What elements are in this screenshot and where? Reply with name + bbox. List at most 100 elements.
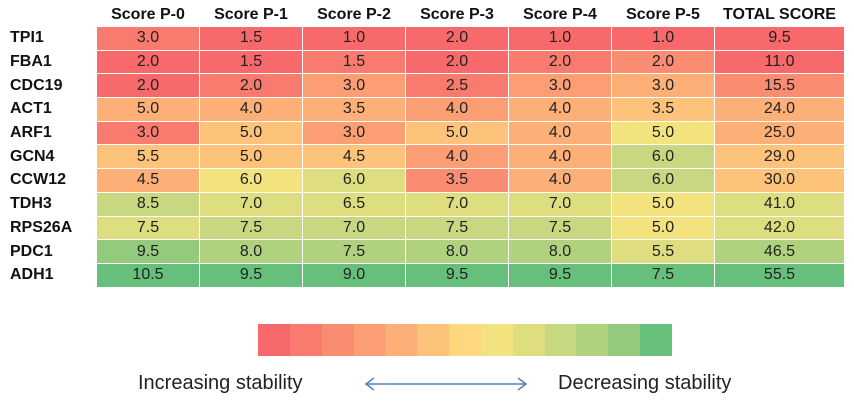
cell: 4.5	[302, 144, 406, 170]
cell: 3.0	[611, 73, 715, 99]
cell: 15.5	[714, 73, 845, 99]
cell: 1.0	[611, 26, 715, 51]
data-row: GCN4 5.5 5.0 4.5 4.0 4.0 6.0 29.0	[0, 144, 845, 170]
cell: 8.0	[508, 239, 612, 264]
cell: 9.5	[96, 239, 200, 264]
colorbar	[258, 324, 672, 356]
cell: 5.5	[96, 144, 200, 170]
cell: 7.0	[302, 215, 406, 241]
colorbar-swatch	[417, 324, 450, 356]
legend-right: Decreasing stability	[558, 372, 732, 394]
colorbar-swatch	[353, 324, 386, 356]
cell: 55.5	[714, 262, 845, 288]
column-header: Score P-2	[317, 6, 391, 23]
cell: 2.0	[508, 49, 612, 75]
cell: 1.0	[508, 26, 612, 51]
cell: 1.0	[302, 26, 406, 51]
data-row: TDH3 8.5 7.0 6.5 7.0 7.0 5.0 41.0	[0, 191, 845, 217]
column-header: Score P-4	[523, 6, 597, 23]
colorbar-swatch	[512, 324, 545, 356]
cell: 8.0	[405, 239, 509, 264]
row-label: CDC19	[10, 76, 63, 94]
cell: 3.0	[508, 73, 612, 99]
cell: 2.0	[611, 49, 715, 75]
colorbar-swatch	[449, 324, 481, 356]
cell: 4.0	[199, 97, 303, 122]
corner	[0, 4, 97, 27]
cell: 7.5	[405, 215, 509, 241]
cell: 4.5	[96, 168, 200, 193]
row-label: TDH3	[10, 195, 52, 213]
cell: 29.0	[714, 144, 845, 170]
colorbar-swatch	[480, 324, 513, 356]
row-label: ACT1	[10, 100, 52, 118]
cell: 7.0	[508, 191, 612, 217]
data-row: CCW12 4.5 6.0 6.0 3.5 4.0 6.0 30.0	[0, 168, 845, 193]
column-header: Score P-1	[214, 6, 288, 23]
cell: 5.0	[611, 215, 715, 241]
colorbar-swatch	[640, 324, 672, 356]
cell: 9.5	[199, 262, 303, 288]
colorbar-swatch	[576, 324, 609, 356]
cell: 9.5	[405, 262, 509, 288]
row-label: PDC1	[10, 242, 53, 260]
column-header: TOTAL SCORE	[723, 6, 836, 23]
data-row: CDC19 2.0 2.0 3.0 2.5 3.0 3.0 15.5	[0, 73, 845, 99]
cell: 2.0	[405, 49, 509, 75]
cell: 5.0	[199, 120, 303, 146]
cell: 7.5	[96, 215, 200, 241]
colorbar-swatch	[321, 324, 354, 356]
cell: 6.5	[302, 191, 406, 217]
cell: 1.5	[302, 49, 406, 75]
cell: 7.5	[302, 239, 406, 264]
cell: 9.0	[302, 262, 406, 288]
cell: 4.0	[405, 97, 509, 122]
colorbar-swatch	[544, 324, 577, 356]
data-row: FBA1 2.0 1.5 1.5 2.0 2.0 2.0 11.0	[0, 49, 845, 75]
cell: 10.5	[96, 262, 200, 288]
cell: 6.0	[302, 168, 406, 193]
row-label: RPS26A	[10, 218, 73, 236]
cell: 5.0	[611, 191, 715, 217]
cell: 41.0	[714, 191, 845, 217]
row-label: ADH1	[10, 266, 54, 284]
data-row: TPI1 3.0 1.5 1.0 2.0 1.0 1.0 9.5	[0, 26, 845, 51]
cell: 5.5	[611, 239, 715, 264]
cell: 8.0	[199, 239, 303, 264]
cell: 3.0	[96, 26, 200, 51]
colorbar-swatch	[608, 324, 641, 356]
data-row: ACT1 5.0 4.0 3.5 4.0 4.0 3.5 24.0	[0, 97, 845, 122]
legend-arrow	[364, 377, 528, 391]
cell: 4.0	[508, 97, 612, 122]
cell: 3.5	[302, 97, 406, 122]
cell: 7.5	[199, 215, 303, 241]
cell: 2.0	[96, 73, 200, 99]
cell: 5.0	[611, 120, 715, 146]
cell: 9.5	[714, 26, 845, 51]
data-row: RPS26A 7.5 7.5 7.0 7.5 7.5 5.0 42.0	[0, 215, 845, 241]
data-row: PDC1 9.5 8.0 7.5 8.0 8.0 5.5 46.5	[0, 239, 845, 264]
cell: 2.0	[405, 26, 509, 51]
cell: 3.5	[611, 97, 715, 122]
column-header: Score P-3	[420, 6, 494, 23]
cell: 3.5	[405, 168, 509, 193]
cell: 2.0	[96, 49, 200, 75]
data-row: ARF1 3.0 5.0 3.0 5.0 4.0 5.0 25.0	[0, 120, 845, 146]
cell: 9.5	[508, 262, 612, 288]
row-label: CCW12	[10, 171, 67, 189]
column-header: Score P-5	[626, 6, 700, 23]
colorbar-swatch	[289, 324, 322, 356]
cell: 2.0	[199, 73, 303, 99]
cell: 4.0	[508, 120, 612, 146]
cell: 25.0	[714, 120, 845, 146]
row-label: ARF1	[10, 124, 52, 142]
column-header: Score P-0	[111, 6, 185, 23]
data-row: ADH1 10.5 9.5 9.0 9.5 9.5 7.5 55.5	[0, 262, 845, 288]
cell: 24.0	[714, 97, 845, 122]
cell: 3.0	[96, 120, 200, 146]
row-label: GCN4	[10, 147, 55, 165]
cell: 6.0	[199, 168, 303, 193]
cell: 7.0	[405, 191, 509, 217]
cell: 2.5	[405, 73, 509, 99]
